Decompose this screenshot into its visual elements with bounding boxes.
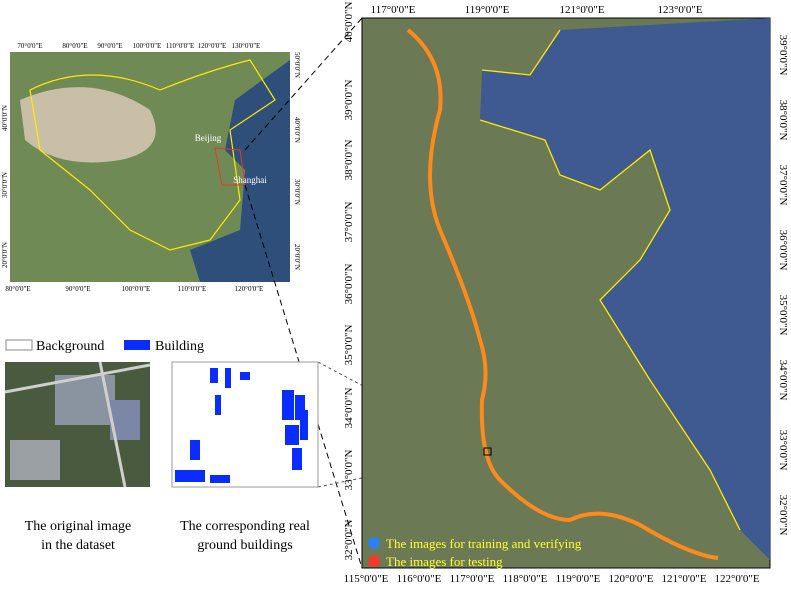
city-label: Beijing	[195, 133, 222, 143]
coordinate-label: 35°0'0"N	[777, 295, 789, 336]
coordinate-label: 123°0'0"E	[657, 4, 702, 16]
original-image	[10, 440, 60, 480]
coordinate-label: 90°0'0"E	[97, 42, 122, 50]
coordinate-label: 120°0'0"E	[235, 285, 264, 293]
coordinate-label: 116°0'0"E	[397, 573, 442, 585]
coordinate-label: 80°0'0"E	[62, 42, 87, 50]
coordinate-label: 30°0'0"N	[1, 172, 9, 198]
coordinate-label: 37°0'0"N	[777, 165, 789, 206]
coordinate-label: 90°0'0"E	[65, 285, 90, 293]
legend-label: The images for testing	[386, 554, 503, 569]
coordinate-label: 36°0'0"N	[343, 264, 355, 305]
legend-label: Building	[155, 339, 204, 354]
coordinate-label: 118°0'0"E	[503, 573, 548, 585]
coordinate-label: 100°0'0"E	[122, 285, 151, 293]
caption: The corresponding real	[180, 519, 310, 534]
coordinate-label: 119°0'0"E	[465, 4, 510, 16]
coordinate-label: 36°0'0"N	[777, 230, 789, 271]
coordinate-label: 32°0'0"N	[343, 520, 355, 561]
main-labels: 117°0'0"E 119°0'0"E 121°0'0"E 123°0'0"E 115°…	[343, 2, 789, 585]
sea	[480, 18, 770, 560]
overview-labels: 70°0'0"E 80°0'0"E 90°0'0"E 100°0'0"E 110°0'0…	[1, 42, 301, 293]
coordinate-label: 130°0'0"E	[232, 42, 261, 50]
coordinate-label: 70°0'0"E	[17, 42, 42, 50]
connector	[317, 361, 488, 453]
coordinate-label: 20°0'0"N	[1, 242, 9, 268]
coordinate-label: 32°0'0"N	[777, 495, 789, 536]
coordinate-label: 121°0'0"E	[661, 573, 706, 585]
china-border	[29, 59, 276, 251]
legend-swatch	[5, 339, 33, 351]
coordinate-label: 121°0'0"E	[559, 4, 604, 16]
coordinate-label: 39°0'0"N	[343, 80, 355, 121]
legend-marker	[368, 537, 380, 549]
legend-label: The images for training and verifying	[386, 536, 582, 551]
coordinate-label: 33°0'0"N	[343, 450, 355, 491]
coordinate-label: 33°0'0"N	[777, 430, 789, 471]
coordinate-label: 120°0'0"E	[608, 573, 653, 585]
coordinate-label: 110°0'0"E	[178, 285, 206, 293]
city-label: Shanghai	[233, 175, 267, 185]
coordinate-label: 100°0'0"E	[133, 42, 162, 50]
road	[98, 361, 127, 488]
road	[4, 363, 151, 394]
coordinate-label: 120°0'0"E	[198, 42, 227, 50]
coordinate-label: 35°0'0"N	[343, 325, 355, 366]
coordinate-label: 38°0'0"N	[777, 100, 789, 141]
coordinate-label: 20°0'0"N	[293, 244, 301, 270]
caption: ground buildings	[197, 538, 292, 553]
coordinate-label: 40°0'0"N	[1, 105, 9, 131]
coastline	[479, 29, 741, 531]
buildings	[175, 368, 308, 483]
railway-route	[406, 28, 719, 560]
sea	[190, 60, 290, 282]
coordinate-label: 38°0'0"N	[343, 140, 355, 181]
coordinate-label: 117°0'0"E	[371, 4, 416, 16]
coordinate-label: 37°0'0"N	[343, 202, 355, 243]
coordinate-label: 50°0'0"N	[293, 52, 301, 78]
coordinate-label: 80°0'0"E	[5, 285, 30, 293]
caption: The original image	[25, 519, 132, 534]
sample-box	[483, 447, 492, 456]
caption: in the dataset	[41, 538, 115, 553]
coordinate-label: 115°0'0"E	[344, 573, 389, 585]
coordinate-label: 34°0'0"N	[777, 360, 789, 401]
coordinate-label: 40°0'0"N	[343, 2, 355, 43]
desert	[20, 87, 156, 163]
coordinate-label: 122°0'0"E	[714, 573, 759, 585]
coordinate-label: 117°0'0"E	[450, 573, 495, 585]
coordinate-label: 119°0'0"E	[556, 573, 601, 585]
coordinate-label: 34°0'0"N	[343, 388, 355, 429]
legend-marker	[368, 555, 380, 567]
legend-label: Background	[36, 339, 104, 354]
coordinate-label: 110°0'0"E	[166, 42, 194, 50]
legend-swatch	[124, 340, 150, 350]
coordinate-label: 40°0'0"N	[293, 117, 301, 143]
coordinate-label: 30°0'0"N	[293, 179, 301, 205]
coordinate-label: 39°0'0"N	[777, 35, 789, 76]
